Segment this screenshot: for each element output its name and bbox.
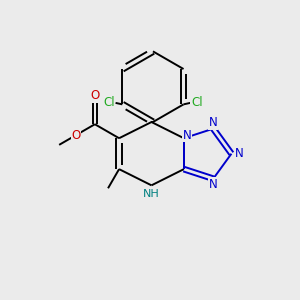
Text: Cl: Cl (191, 96, 202, 110)
Text: O: O (90, 89, 100, 102)
Text: O: O (71, 129, 80, 142)
Text: N: N (209, 178, 218, 191)
Text: N: N (209, 116, 218, 129)
Text: N: N (183, 129, 192, 142)
Text: N: N (235, 147, 244, 160)
Text: NH: NH (143, 189, 160, 199)
Text: Cl: Cl (103, 96, 115, 110)
